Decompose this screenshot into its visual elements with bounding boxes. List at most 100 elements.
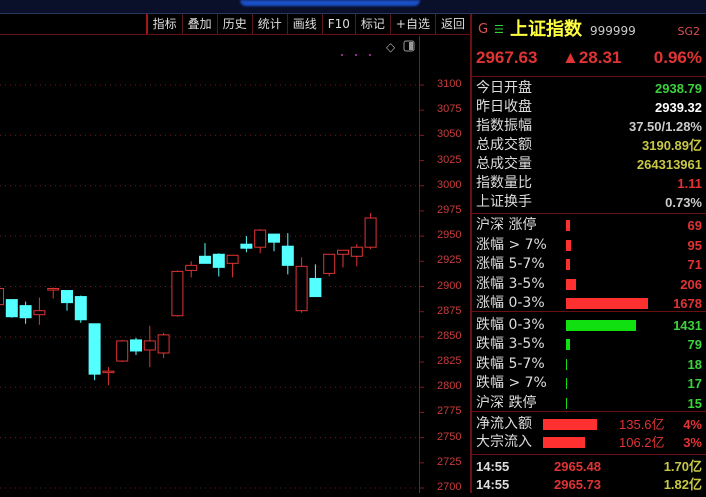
breadth-row: 跌幅 3-5% 79 xyxy=(474,335,704,354)
candle-body[interactable] xyxy=(364,217,377,248)
breadth-count: 71 xyxy=(687,257,702,272)
divider xyxy=(472,213,706,214)
toolbar-overlay[interactable]: 叠加 xyxy=(181,14,217,34)
breadth-label: 跌幅 0-3% xyxy=(476,316,545,333)
breadth-label: 涨幅 0-3% xyxy=(476,295,545,311)
tick-row: 14:55 2965.48 1.70亿 xyxy=(474,457,704,476)
breadth-bar xyxy=(566,339,570,350)
candle-body[interactable] xyxy=(143,340,156,351)
candlestick-plot[interactable]: ◇ xyxy=(0,36,470,493)
breadth-row: 跌幅 0-3% 1431 xyxy=(474,316,704,335)
flow-row: 大宗流入 106.2亿 3% xyxy=(474,433,704,452)
last-price: 2967.63 xyxy=(476,48,538,67)
candle-body[interactable] xyxy=(212,253,225,268)
stat-value: 1.11 xyxy=(677,176,702,191)
axis-tick-label: 2775 xyxy=(437,405,462,418)
toolbar-mark[interactable]: 标记 xyxy=(354,14,390,34)
toolbar-f10[interactable]: F10 xyxy=(321,14,355,34)
quote-panel: G ☰ 上证指数 999999 SG2 2967.63 ▲28.31 0.96%… xyxy=(470,14,706,493)
candle-body[interactable] xyxy=(130,339,142,352)
tick-price: 2965.48 xyxy=(554,459,601,474)
breadth-count: 1678 xyxy=(673,296,702,311)
axis-tick-label: 2900 xyxy=(437,279,462,292)
candle-body[interactable] xyxy=(295,265,308,312)
axis-tick-label: 2850 xyxy=(437,329,462,342)
axis-tick-label: 2700 xyxy=(437,481,462,493)
candle-body[interactable] xyxy=(199,255,211,264)
price-change-pct: 0.96% xyxy=(653,48,702,67)
breadth-count: 206 xyxy=(680,276,702,292)
candle-body[interactable] xyxy=(116,340,129,362)
stat-row: 指数量比 1.11 xyxy=(474,174,704,193)
candle-body[interactable] xyxy=(268,233,280,243)
toolbar-stats[interactable]: 统计 xyxy=(251,14,287,34)
candle-body[interactable] xyxy=(5,299,18,318)
diamond-icon[interactable]: ◇ xyxy=(386,40,396,54)
candle-body[interactable] xyxy=(61,290,73,304)
candle-body[interactable] xyxy=(240,243,253,249)
candle-body[interactable] xyxy=(88,323,101,375)
index-code: 999999 xyxy=(590,24,636,38)
breadth-label: 跌幅 > 7% xyxy=(476,375,547,391)
index-tag: SG2 xyxy=(677,25,700,38)
breadth-label: 涨幅 > 7% xyxy=(476,236,547,253)
breadth-bar xyxy=(566,239,571,251)
stat-label: 上证换手 xyxy=(476,194,532,210)
candle-body[interactable] xyxy=(157,334,170,354)
breadth-row: 涨幅 3-5% 206 xyxy=(474,275,704,294)
toolbar-history[interactable]: 历史 xyxy=(216,14,252,34)
axis-tick-label: 3025 xyxy=(437,153,462,166)
breadth-bar xyxy=(566,358,567,370)
breadth-bar xyxy=(566,278,577,290)
marker-dot xyxy=(341,54,343,56)
tick-price: 2965.73 xyxy=(554,477,601,492)
breadth-row: 跌幅 5-7% 18 xyxy=(474,355,704,374)
title-highlight xyxy=(240,0,420,6)
toolbar-draw[interactable]: 画线 xyxy=(286,14,322,34)
tick-volume: 1.82亿 xyxy=(663,477,702,492)
candle-body[interactable] xyxy=(47,288,60,291)
breadth-label: 跌幅 3-5% xyxy=(476,336,545,352)
menu-icon[interactable]: ☰ xyxy=(494,23,504,36)
breadth-label: 涨幅 5-7% xyxy=(476,256,545,272)
panel-toggle-icon[interactable] xyxy=(403,40,415,52)
price-row: 2967.63 ▲28.31 0.96% xyxy=(474,48,704,72)
candle-body[interactable] xyxy=(323,253,336,274)
divider xyxy=(472,454,706,455)
toolbar-add-watchlist[interactable]: +自选 xyxy=(389,14,435,34)
candle-body[interactable] xyxy=(350,246,363,257)
group-marker: G xyxy=(478,22,489,37)
stat-value: 2939.32 xyxy=(655,100,702,115)
candle-body[interactable] xyxy=(0,288,4,306)
kline-chart[interactable]: ◇ 3100 3075 3050 3025 3000 2975 2950 2925 2900 28… xyxy=(0,36,470,493)
toolbar-indicator[interactable]: 指标 xyxy=(145,14,182,34)
breadth-label: 沪深 跌停 xyxy=(476,394,537,411)
candle-body[interactable] xyxy=(281,245,294,266)
axis-tick-label: 3100 xyxy=(437,78,462,90)
breadth-bar xyxy=(566,378,567,389)
window-title-bar xyxy=(0,0,706,14)
candle-body[interactable] xyxy=(171,270,184,317)
candle-body[interactable] xyxy=(254,229,267,248)
stat-row: 指数振幅 37.50/1.28% xyxy=(474,117,704,136)
stat-label: 指数振幅 xyxy=(476,118,532,134)
candle-body[interactable] xyxy=(74,296,87,321)
candle-body[interactable] xyxy=(33,310,46,316)
stat-value: 2938.79 xyxy=(655,81,702,96)
flow-label: 净流入额 xyxy=(476,416,532,432)
axis-tick-label: 3000 xyxy=(437,178,462,191)
stat-row: 今日开盘 2938.79 xyxy=(474,79,704,98)
candle-body[interactable] xyxy=(337,249,349,255)
stat-label: 今日开盘 xyxy=(476,80,532,96)
candle-body[interactable] xyxy=(185,264,198,271)
tick-row: 14:55 2965.73 1.82亿 xyxy=(474,475,704,494)
toolbar-back[interactable]: 返回 xyxy=(434,14,470,34)
breadth-row: 沪深 涨停 69 xyxy=(474,216,704,235)
candle-body[interactable] xyxy=(309,277,322,298)
candle-body[interactable] xyxy=(19,305,32,319)
candle-body[interactable] xyxy=(102,370,115,374)
stat-row: 昨日收盘 2939.32 xyxy=(474,98,704,117)
stat-value: 264313961 xyxy=(636,157,702,172)
candle-body[interactable] xyxy=(226,254,239,264)
breadth-label: 沪深 涨停 xyxy=(476,217,537,233)
